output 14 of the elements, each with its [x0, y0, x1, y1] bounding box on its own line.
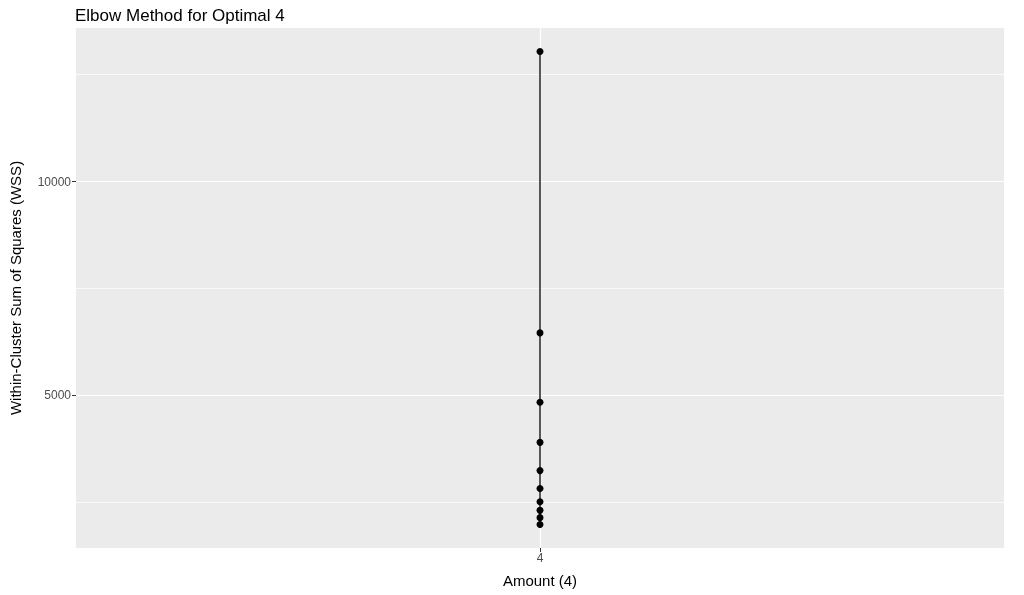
y-tick-label: 5000: [44, 388, 72, 403]
point: [536, 485, 544, 493]
point: [536, 498, 544, 506]
point: [536, 438, 544, 446]
x-tick-label: 4: [536, 551, 544, 565]
point: [536, 467, 544, 475]
point: [536, 506, 544, 514]
x-axis-title: Amount (4): [502, 572, 578, 589]
point: [536, 48, 544, 56]
point: [536, 520, 544, 528]
y-tick-label: 10000: [37, 174, 72, 189]
chart-title: Elbow Method for Optimal 4: [75, 6, 285, 25]
point: [536, 514, 544, 522]
y-axis-title: Within-Cluster Sum of Squares (WSS): [7, 160, 24, 416]
